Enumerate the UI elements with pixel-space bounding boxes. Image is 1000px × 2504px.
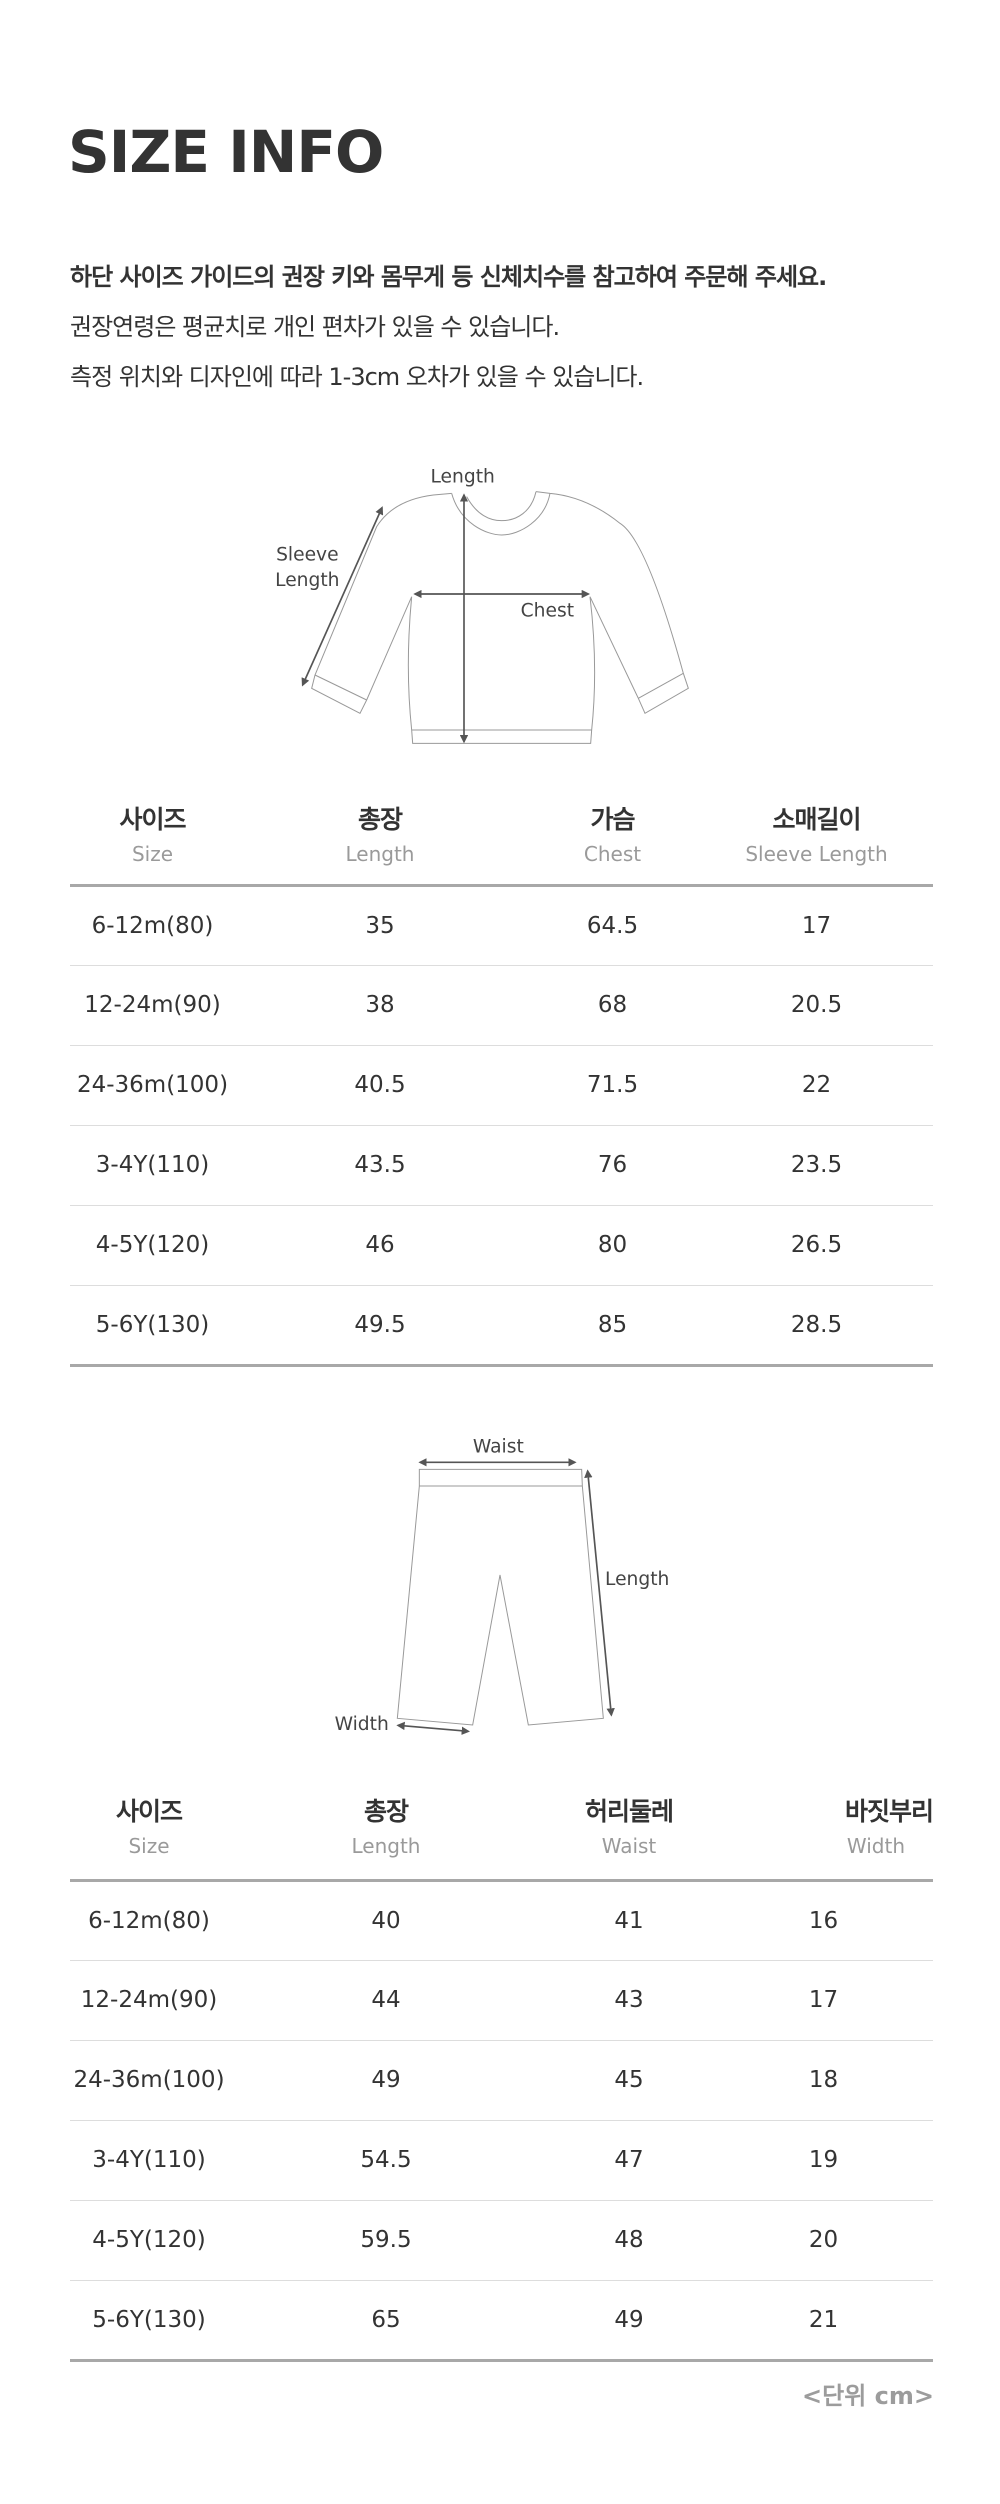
table-cell: 64.5 xyxy=(525,885,700,966)
measure-arrows xyxy=(301,493,590,744)
table-cell: 3-4Y(110) xyxy=(70,1125,235,1206)
table-cell: 35 xyxy=(235,885,525,966)
header-size: 사이즈 Size xyxy=(115,1797,183,1858)
table-cell: 46 xyxy=(235,1205,525,1286)
sweatshirt-outline xyxy=(311,491,689,744)
chest-label: Chest xyxy=(521,601,574,622)
table-cell: 20.5 xyxy=(700,965,933,1046)
header-chest: 가슴 Chest xyxy=(583,805,642,866)
table-cell: 4-5Y(120) xyxy=(70,2200,228,2281)
width-arrow xyxy=(396,1721,470,1735)
table-row: 6-12m(80) 35 64.5 17 xyxy=(70,885,933,966)
table-cell: 6-12m(80) xyxy=(70,885,235,966)
table-row: 3-4Y(110) 43.5 76 23.5 xyxy=(70,1125,933,1206)
table-row: 5-6Y(130) 49.5 85 28.5 xyxy=(70,1285,933,1367)
header-length: 총장 Length xyxy=(351,1797,421,1858)
table-cell: 71.5 xyxy=(525,1045,700,1126)
table-row: 24-36m(100) 40.5 71.5 22 xyxy=(70,1045,933,1126)
table-cell: 40.5 xyxy=(235,1045,525,1126)
table-cell: 43 xyxy=(544,1960,714,2041)
table-cell: 76 xyxy=(525,1125,700,1206)
table-cell: 68 xyxy=(525,965,700,1046)
table-cell: 85 xyxy=(525,1285,700,1367)
header-waist: 허리둘레 Waist xyxy=(584,1797,674,1858)
table-cell: 24-36m(100) xyxy=(70,2040,228,2121)
table-cell: 3-4Y(110) xyxy=(70,2120,228,2201)
table-row: 12-24m(90) 38 68 20.5 xyxy=(70,965,933,1046)
length-label: Length xyxy=(430,467,494,488)
table-cell: 17 xyxy=(714,1960,933,2041)
header-length: 총장 Length xyxy=(345,805,415,866)
table-cell: 41 xyxy=(544,1880,714,1961)
length-arrow xyxy=(584,1469,615,1717)
waist-label: Waist xyxy=(473,1437,524,1458)
table-cell: 38 xyxy=(235,965,525,1046)
page-title: SIZE INFO xyxy=(68,118,384,186)
table-cell: 47 xyxy=(544,2120,714,2201)
bottom-measure-diagram: Waist Length Width xyxy=(335,1437,670,1735)
header-sleeve: 소매길이 Sleeve Length xyxy=(745,805,888,866)
table-cell: 22 xyxy=(700,1045,933,1126)
table-cell: 18 xyxy=(714,2040,933,2121)
table-cell: 12-24m(90) xyxy=(70,965,235,1046)
bottom-size-table: 사이즈 Size 총장 Length 허리둘레 Waist 바짓부리 Width 6-1… xyxy=(70,1792,934,2362)
table-cell: 80 xyxy=(525,1205,700,1286)
intro-line: 측정 위치와 디자인에 따라 1-3cm 오차가 있을 수 있습니다. xyxy=(70,363,644,391)
table-row: 4-5Y(120) 46 80 26.5 xyxy=(70,1205,933,1286)
table-cell: 40 xyxy=(228,1880,544,1961)
sleeve-arrow xyxy=(301,506,384,687)
table-cell: 12-24m(90) xyxy=(70,1960,228,2041)
table-row: 4-5Y(120) 59.5 48 20 xyxy=(70,2200,933,2281)
table-cell: 4-5Y(120) xyxy=(70,1205,235,1286)
table-cell: 21 xyxy=(714,2280,933,2362)
header-size: 사이즈 Size xyxy=(119,805,186,866)
table-cell: 6-12m(80) xyxy=(70,1880,228,1961)
table-cell: 49 xyxy=(228,2040,544,2121)
unit-label: <단위 cm> xyxy=(802,2382,934,2410)
table-cell: 5-6Y(130) xyxy=(70,1285,235,1367)
intro-line: 권장연령은 평균치로 개인 편차가 있을 수 있습니다. xyxy=(70,313,560,341)
table-cell: 45 xyxy=(544,2040,714,2121)
table-row: 24-36m(100) 49 45 18 xyxy=(70,2040,933,2121)
top-measure-diagram: Length Sleeve Length Chest xyxy=(275,467,689,744)
table-cell: 59.5 xyxy=(228,2200,544,2281)
header-width: 바짓부리 Width xyxy=(844,1797,934,1858)
table-row: 3-4Y(110) 54.5 47 19 xyxy=(70,2120,933,2201)
width-label: Width xyxy=(335,1714,389,1735)
table-cell: 19 xyxy=(714,2120,933,2201)
table-cell: 49 xyxy=(544,2280,714,2362)
length-label: Length xyxy=(605,1569,669,1590)
table-cell: 44 xyxy=(228,1960,544,2041)
table-cell: 23.5 xyxy=(700,1125,933,1206)
table-cell: 24-36m(100) xyxy=(70,1045,235,1126)
table-cell: 54.5 xyxy=(228,2120,544,2201)
table-cell: 65 xyxy=(228,2280,544,2362)
table-cell: 20 xyxy=(714,2200,933,2281)
table-cell: 49.5 xyxy=(235,1285,525,1367)
sleeve-label: Sleeve xyxy=(276,545,339,566)
table-cell: 17 xyxy=(700,885,933,966)
table-row: 12-24m(90) 44 43 17 xyxy=(70,1960,933,2041)
intro-text: 하단 사이즈 가이드의 권장 키와 몸무게 등 신체치수를 참고하여 주문해 주… xyxy=(70,252,827,402)
table-cell: 16 xyxy=(714,1880,933,1961)
table-cell: 26.5 xyxy=(700,1205,933,1286)
table-row: 6-12m(80) 40 41 16 xyxy=(70,1880,933,1961)
table-cell: 43.5 xyxy=(235,1125,525,1206)
table-row: 5-6Y(130) 65 49 21 xyxy=(70,2280,933,2362)
intro-line: 하단 사이즈 가이드의 권장 키와 몸무게 등 신체치수를 참고하여 주문해 주… xyxy=(70,263,827,291)
sleeve-label: Length xyxy=(275,570,339,591)
table-cell: 5-6Y(130) xyxy=(70,2280,228,2362)
pants-outline xyxy=(396,1468,604,1726)
top-size-table: 사이즈 Size 총장 Length 가슴 Chest 소매길이 Sleeve Leng… xyxy=(70,800,933,1367)
table-cell: 48 xyxy=(544,2200,714,2281)
table-cell: 28.5 xyxy=(700,1285,933,1367)
